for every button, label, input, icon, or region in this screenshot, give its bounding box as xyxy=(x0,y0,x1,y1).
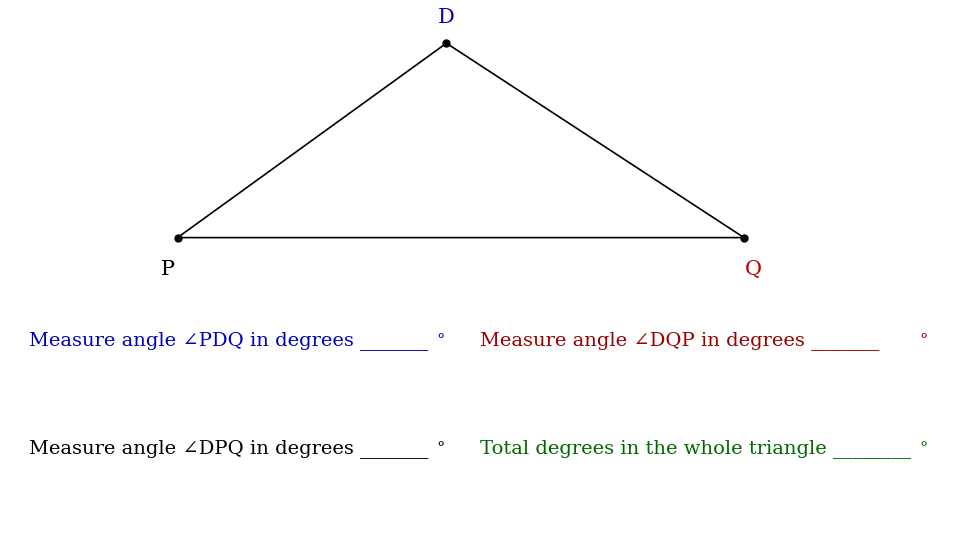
Text: Total degrees in the whole triangle ________: Total degrees in the whole triangle ____… xyxy=(480,438,911,458)
Text: °: ° xyxy=(437,332,445,349)
Text: °: ° xyxy=(920,332,928,349)
Text: P: P xyxy=(161,260,175,279)
Text: Measure angle ∠DPQ in degrees _______: Measure angle ∠DPQ in degrees _______ xyxy=(29,438,428,458)
Text: °: ° xyxy=(920,440,928,457)
Text: Measure angle ∠DQP in degrees _______: Measure angle ∠DQP in degrees _______ xyxy=(480,330,879,350)
Text: °: ° xyxy=(437,440,445,457)
Text: D: D xyxy=(438,8,455,27)
Text: Measure angle ∠PDQ in degrees _______: Measure angle ∠PDQ in degrees _______ xyxy=(29,330,428,350)
Text: Q: Q xyxy=(745,260,762,279)
